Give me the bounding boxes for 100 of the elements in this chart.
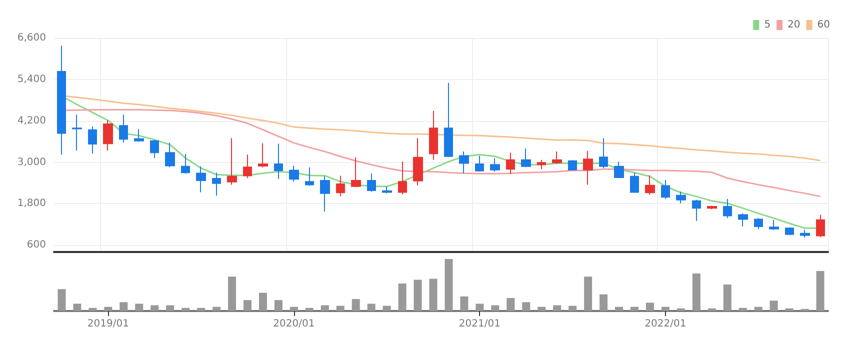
legend-label: 60	[817, 20, 830, 30]
candlestick	[769, 219, 779, 230]
bar	[615, 306, 624, 311]
bar	[754, 306, 762, 311]
candlestick	[630, 172, 639, 194]
candlestick	[738, 212, 748, 227]
bar	[568, 306, 577, 311]
candlestick	[181, 153, 190, 174]
candlestick	[289, 165, 299, 182]
candlestick	[320, 176, 330, 212]
bar	[661, 306, 670, 311]
bar	[816, 270, 824, 311]
candlestick	[57, 45, 66, 156]
bar	[150, 305, 159, 311]
x-tick-label: 2019/01	[87, 318, 129, 330]
bar	[770, 300, 778, 311]
bar	[258, 292, 267, 311]
bar	[708, 308, 716, 311]
bar	[584, 276, 592, 311]
candlestick	[583, 150, 593, 186]
candlestick	[723, 198, 732, 219]
bar	[320, 305, 329, 311]
bar	[600, 294, 608, 311]
candlestick	[88, 126, 97, 154]
y-tick-label: 3,000	[17, 156, 46, 168]
bar	[336, 306, 344, 311]
candlestick	[351, 156, 361, 188]
bar	[692, 274, 700, 311]
bar	[228, 276, 236, 311]
candlestick	[274, 143, 283, 180]
x-tick-label: 2022/01	[644, 318, 686, 330]
candlestick	[413, 138, 423, 186]
bar	[104, 306, 112, 311]
candlestick	[754, 218, 763, 230]
candlestick	[444, 82, 453, 158]
bar	[212, 306, 221, 311]
bar	[305, 308, 314, 311]
bar	[58, 289, 66, 311]
candlestick	[103, 120, 113, 152]
bar	[723, 284, 732, 311]
y-tick-label: 6,600	[17, 32, 46, 44]
candlestick	[506, 152, 515, 174]
candlestick	[568, 160, 577, 171]
bar	[676, 308, 685, 311]
bar	[553, 305, 562, 311]
bar	[352, 299, 360, 311]
bar	[382, 306, 391, 311]
bar	[244, 300, 252, 311]
bar	[646, 302, 654, 311]
candlestick	[459, 151, 469, 174]
candlestick	[692, 199, 701, 222]
candlestick	[816, 214, 825, 238]
bar	[538, 306, 546, 311]
candlestick	[490, 158, 500, 172]
candlestick	[72, 114, 82, 152]
candlestick	[227, 138, 237, 186]
candlestick	[150, 139, 159, 159]
candlestick	[429, 110, 438, 160]
bar	[182, 308, 190, 311]
bar	[522, 302, 530, 311]
bar	[120, 302, 128, 311]
candlestick	[614, 161, 624, 179]
bar	[506, 298, 515, 311]
candlestick	[661, 179, 670, 200]
y-tick-label: 600	[26, 240, 46, 251]
bar	[476, 304, 484, 311]
bar	[429, 278, 438, 311]
candlestick	[367, 173, 376, 192]
candlestick	[800, 229, 810, 238]
x-tick-label: 2021/01	[458, 318, 500, 330]
candlestick	[521, 148, 531, 168]
bar	[367, 304, 376, 311]
bar	[135, 304, 144, 311]
bar	[630, 306, 638, 311]
bar	[73, 304, 82, 311]
candlestick	[599, 138, 608, 169]
bar	[290, 306, 298, 311]
legend-label: 20	[788, 20, 800, 30]
bar	[460, 296, 468, 311]
bar	[197, 308, 206, 311]
candlestick	[305, 166, 314, 186]
candlestick	[258, 142, 268, 168]
y-tick-label: 5,400	[17, 74, 46, 85]
candlestick	[212, 172, 221, 196]
y-tick-label: 1,800	[17, 198, 46, 210]
candlestick	[537, 159, 546, 170]
candlestick	[134, 128, 144, 142]
candlestick	[243, 154, 252, 179]
bar	[274, 300, 282, 311]
bar	[414, 280, 422, 311]
candlestick	[382, 186, 392, 194]
candlestick	[336, 175, 345, 197]
y-tick-label: 4,200	[17, 115, 46, 126]
x-tick-label: 2020/01	[273, 318, 315, 330]
candlestick	[196, 166, 206, 193]
candlestick	[676, 191, 686, 204]
bar	[398, 283, 406, 311]
bar	[785, 308, 794, 311]
candlestick	[398, 161, 407, 195]
candlestick	[707, 205, 717, 210]
